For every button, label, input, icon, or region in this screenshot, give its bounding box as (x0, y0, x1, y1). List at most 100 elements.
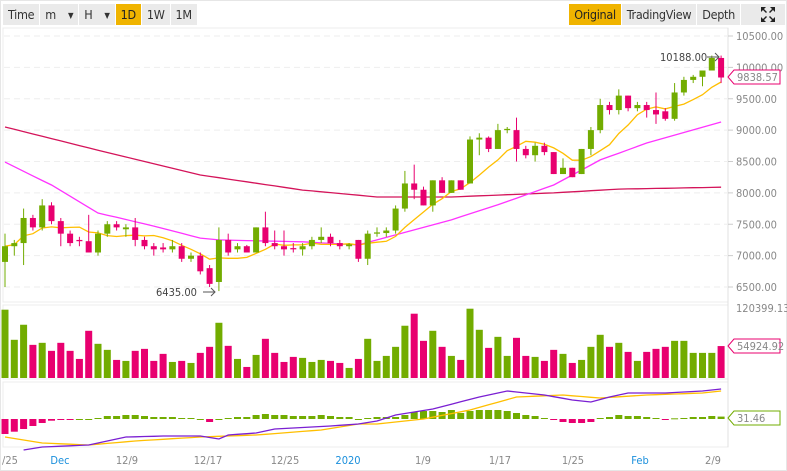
price-axis-label: 6500.00 (736, 281, 777, 294)
hour-dropdown[interactable]: H ▼ (79, 4, 115, 25)
volume-bar (271, 352, 279, 378)
volume-bar (438, 346, 446, 378)
macd-dea-line (4, 390, 722, 446)
macd-histogram-bar (131, 415, 139, 419)
interval-toolbar: Time m ▼ H ▼ 1D 1W 1M (3, 4, 197, 25)
candle-up (122, 227, 129, 230)
candle-up (448, 180, 455, 193)
candle-up (401, 183, 408, 209)
macd-dif-line (23, 388, 722, 451)
candle-up (364, 233, 371, 259)
candle-down (550, 152, 557, 175)
candle-up (708, 57, 715, 71)
macd-histogram-bar (447, 410, 455, 419)
volume-bar (94, 343, 102, 378)
candle-up (476, 137, 483, 140)
caret-down-icon: ▼ (67, 11, 74, 20)
volume-bar (550, 349, 558, 378)
candle-down (522, 148, 529, 156)
candle-up (299, 246, 306, 250)
macd-histogram-bar (596, 418, 604, 419)
macd-histogram-bar (75, 419, 83, 420)
volume-bar (559, 353, 567, 378)
depth-button[interactable]: Depth (697, 4, 740, 25)
candle-down (29, 217, 36, 228)
caret-down-icon: ▼ (104, 11, 110, 20)
macd-histogram-bar (494, 410, 502, 419)
macd-histogram-bar (57, 419, 65, 420)
volume-bar (234, 358, 241, 378)
volume-bar (466, 308, 474, 378)
candle-down (457, 180, 464, 190)
volume-bar (196, 352, 204, 378)
last-volume-value: 54924.92 (737, 340, 784, 353)
candle-down (48, 205, 55, 222)
volume-bar (410, 313, 418, 378)
volume-bar (317, 359, 325, 378)
interval-1m-button[interactable]: 1M (170, 4, 197, 25)
time-button[interactable]: Time (3, 4, 40, 25)
volume-bar (578, 359, 586, 378)
fullscreen-button[interactable] (741, 4, 785, 25)
candle-up (39, 205, 46, 228)
volume-bar (615, 342, 623, 378)
candle-down (625, 95, 632, 109)
interval-1w-button[interactable]: 1W (141, 4, 170, 25)
volume-bar (624, 351, 632, 378)
candle-up (690, 76, 697, 80)
macd-histogram-bar (308, 416, 316, 419)
volume-bar (168, 361, 176, 378)
candle-down (271, 243, 278, 247)
macd-histogram-bar (550, 419, 558, 420)
volume-bar (354, 358, 362, 378)
macd-histogram-bar (429, 411, 437, 419)
candle-up (169, 246, 176, 250)
macd-histogram-bar (224, 418, 232, 419)
tradingview-button[interactable]: TradingView (621, 4, 697, 25)
candle-down (662, 111, 669, 119)
volume-bar (113, 359, 121, 378)
macd-histogram-bar (475, 410, 483, 419)
volume-bar (364, 338, 372, 378)
volume-bar (308, 361, 316, 378)
volume-bar (141, 348, 148, 378)
volume-bar (1, 309, 9, 378)
volume-bar (224, 345, 232, 378)
volume-bar (66, 350, 74, 378)
volume-bar (661, 346, 669, 378)
macd-histogram-bar (85, 419, 93, 420)
candle-down (485, 137, 492, 149)
candle-down (206, 268, 213, 284)
macd-histogram-bar (466, 411, 474, 419)
date-axis-label: 2020 (335, 454, 360, 467)
candle-up (308, 239, 315, 247)
original-view-button[interactable]: Original (569, 4, 621, 25)
date-axis-label: Dec (50, 454, 69, 467)
minute-dropdown[interactable]: m ▼ (40, 4, 79, 25)
macd-histogram-bar (708, 416, 716, 419)
date-axis-label: Feb (631, 454, 648, 467)
volume-bar (261, 338, 269, 378)
expand-icon (761, 7, 775, 22)
candle-down (262, 227, 269, 244)
macd-histogram-bar (299, 416, 307, 419)
date-axis-label: /25 (2, 454, 18, 467)
last-price-tag (727, 69, 781, 85)
last-macd-value: 31.46 (737, 412, 765, 425)
price-panel (2, 27, 729, 303)
last-macd-tag (727, 410, 781, 426)
macd-histogram-bar (457, 413, 465, 419)
ma7-line (4, 81, 722, 260)
date-axis-label: 12/25 (271, 454, 300, 467)
macd-histogram-bar (252, 415, 260, 419)
price-axis-label: 8500.00 (736, 156, 777, 169)
volume-bar (85, 330, 93, 378)
interval-1d-button[interactable]: 1D (115, 4, 141, 25)
volume-bar (57, 342, 65, 378)
candle-down (513, 130, 520, 149)
macd-histogram-bar (354, 419, 362, 420)
candle-down (197, 255, 204, 272)
volume-bar (717, 346, 725, 378)
macd-histogram-bar (336, 417, 344, 419)
